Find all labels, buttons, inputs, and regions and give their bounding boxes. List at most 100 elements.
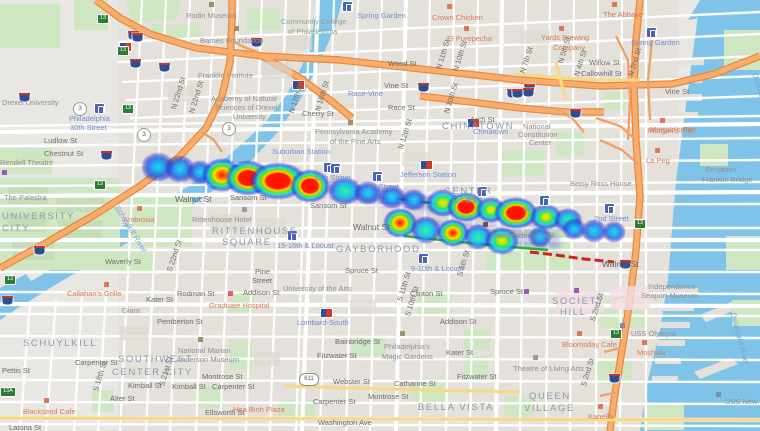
interstate-shield-i76-a [100,150,113,161]
map-label-neighborhood: CENTER CITY [112,367,193,378]
map-label-neighborhood: CHINATOWN [442,121,515,132]
rail-marker-lombard-south[interactable] [320,308,333,318]
map-label-neighborhood: CITY [452,195,481,206]
poi-restaurant-icon-purepecha [464,26,469,31]
map-label-street: Sansom St [310,201,347,210]
map-label-neighborhood: GAYBORHOOD [336,244,421,255]
map-label-street: National Marian [178,346,231,355]
map-label-street: Graduate Hospital [209,301,270,310]
map-label-street: Lombard-South [297,318,349,327]
map-label-street-vertical: N 22nd St [187,79,206,115]
map-label-street-vertical: N 7th St [518,45,535,75]
transit-marker-15-16-locust[interactable] [288,231,297,241]
map-label-street-vertical: N 4th St [572,48,589,78]
map-label-street: Crown Chicken [432,13,483,22]
poi-museum-icon-barnes [234,26,239,31]
transit-marker-9-10-locust[interactable] [419,254,428,264]
map-label-street: Callahan's Grille [67,289,122,298]
map-label-street: Ludlow St [44,136,77,145]
map-label-street: Drexel University [2,98,59,107]
poi-restaurant-icon-kanella [598,404,603,409]
map-label-street: Seaport Museum [641,291,699,300]
map-label-street: Arch St [470,115,495,124]
map-label-street: Independence [648,282,696,291]
map-label-street: Bainbridge St [335,337,381,346]
transit-marker-2nd-street[interactable] [605,204,614,214]
map-label-street: Kater St [146,295,174,304]
map-label-street-vertical: S 5th St [455,249,472,278]
route-badge-us13-f: 13 [634,219,647,229]
map-label-street: Rendell Theatre [0,158,54,167]
map-label-street: La Peg [646,156,670,165]
exit-badge-3b: 3 [137,128,151,142]
transit-marker-spring-garden-1[interactable] [343,2,352,12]
poi-restaurant-icon-blackseed [44,398,49,403]
map-label-street: Philadelphia [69,114,110,123]
transit-marker-8th-street[interactable] [478,187,487,197]
map-label-street: Morgan's Pier [648,126,695,135]
heat-blob-group-tail [562,218,626,243]
poi-ship-icon-olympia [620,323,625,328]
map-label-street: Carpenter St [313,397,356,406]
map-label-street-vertical: N 17th St [287,81,305,115]
map-label-street-vertical: S 21st St [157,355,175,388]
map-label-street-vertical: S 10th St [403,285,421,318]
transit-marker-5th-street[interactable] [540,196,549,206]
poi-museum-icon-rodin [209,2,214,7]
map-label-street: Kimball St [128,381,162,390]
map-label-street: 13th Street [362,182,399,191]
interstate-shield-i676-c [129,58,142,69]
map-label-street: Webster St [333,377,370,386]
map-label-street: Vine St [665,87,690,96]
map-label-street: Addison St [440,317,477,326]
route-badge-us13-c: 13 [122,104,135,114]
map-label-street: Jefferson Station [400,170,457,179]
map-label-street: Philadelphia's [384,342,431,351]
interstate-shield-i76-b [33,245,46,256]
map-label-street: Barnes Foundation [200,36,264,45]
map-label-street: Street [252,276,273,285]
route-red-dashed [529,250,615,264]
transit-marker-13th-street[interactable] [373,172,382,182]
rail-marker-race-vine[interactable] [292,80,305,90]
map-label-street: Montrose St [368,392,409,401]
map-label-street: Betsy Ross House [570,179,632,188]
map-label-street: Race-Vine [348,89,383,98]
rail-marker-jefferson-station[interactable] [420,160,433,170]
poi-restaurant-icon-callahans [104,282,109,287]
map-label-street: Kimball St [172,382,206,391]
transit-marker-spring-garden-2[interactable] [647,28,656,38]
poi-purple-icon-b [574,288,579,293]
map-label-street: Spring Garden [631,38,680,47]
map-label-street: Yards Brewing [541,33,590,42]
poi-restaurant-icon-ambrosia [137,206,142,211]
poi-theatre-icon-tla [533,355,538,360]
map-label-street: The Palestra [4,193,47,202]
map-label-street-vertical: S 2nd St [579,357,597,388]
map-label-street: Willow St [589,58,620,67]
rail-marker-chinatown[interactable] [467,118,480,128]
poi-restaurant-icon-moshulu [642,340,647,345]
heat-blob-group-lower [383,208,552,255]
poi-museum-icon-magic-gardens [400,331,405,336]
poi-museum-icon-marian [198,337,203,342]
map-label-neighborhood: SQUARE [222,237,272,248]
map-label-street: Alter St [110,394,135,403]
map-label-street: USS New Jersey [725,397,760,406]
map-label-street: 8th Street [466,196,499,205]
map-label-street: Blackseed Cafe [23,407,76,416]
poi-ship-icon-newjersey [716,392,721,397]
map-label-street-vertical: N 10th St [451,39,469,73]
map-label-street: Bloomsday Cafe [562,340,618,349]
transit-marker-30th-street[interactable] [95,104,104,114]
interstate-shield-i676-h [18,92,31,103]
map-label-street: Vine St [384,81,409,90]
map-label-street: The Abbaye [603,10,644,19]
interstate-shield-i95-e [619,259,632,270]
poi-restaurant-icon-bloomsday [577,331,582,336]
map-label-neighborhood: SCHUYLKILL [23,338,98,349]
map-label-street: 30th Street [70,123,107,132]
transit-marker-15th-street[interactable] [331,164,340,174]
